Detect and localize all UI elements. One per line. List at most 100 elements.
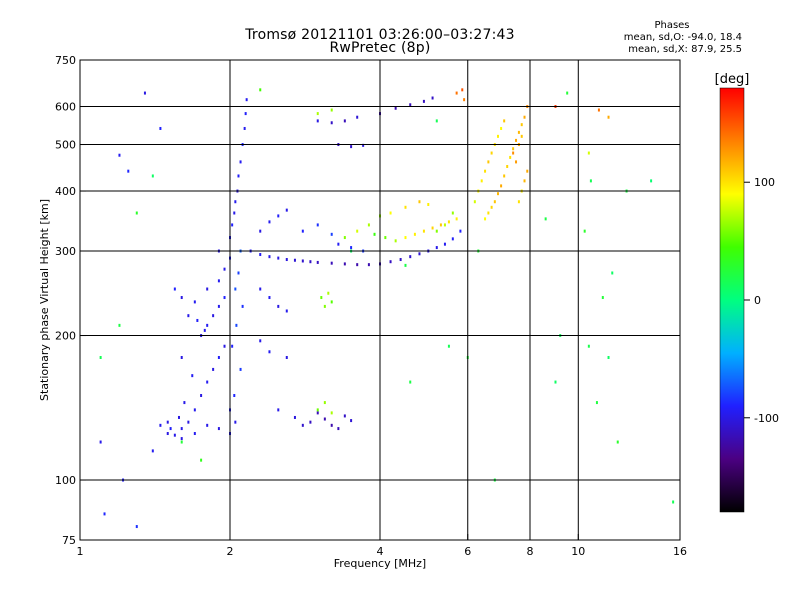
data-point bbox=[544, 217, 547, 221]
data-point bbox=[118, 153, 121, 157]
data-point bbox=[203, 328, 206, 332]
data-point bbox=[200, 458, 203, 462]
data-point bbox=[217, 427, 220, 431]
x-tick-label: 2 bbox=[227, 545, 234, 558]
data-point bbox=[99, 355, 102, 359]
data-point bbox=[277, 304, 280, 308]
data-point bbox=[451, 211, 454, 215]
data-point bbox=[166, 432, 169, 436]
data-point bbox=[301, 259, 304, 263]
data-point bbox=[384, 236, 387, 240]
data-point bbox=[99, 440, 102, 444]
data-point bbox=[350, 419, 353, 423]
data-point bbox=[316, 112, 319, 116]
data-point bbox=[480, 179, 483, 183]
data-point bbox=[520, 134, 523, 138]
data-point bbox=[193, 432, 196, 436]
data-point bbox=[103, 512, 106, 516]
data-point bbox=[523, 179, 526, 183]
data-point bbox=[362, 143, 365, 147]
data-point bbox=[435, 246, 438, 250]
data-point bbox=[183, 401, 186, 405]
data-point bbox=[193, 300, 196, 304]
data-point bbox=[484, 169, 487, 173]
data-point bbox=[234, 420, 237, 424]
y-tick-label: 100 bbox=[55, 474, 76, 487]
data-point bbox=[422, 99, 425, 103]
data-point bbox=[330, 232, 333, 236]
data-point bbox=[587, 344, 590, 348]
colorbar-tick-label: -100 bbox=[754, 412, 779, 425]
data-point bbox=[554, 380, 557, 384]
data-point bbox=[135, 525, 138, 529]
data-point bbox=[259, 88, 262, 92]
data-point bbox=[143, 91, 146, 95]
data-point bbox=[173, 287, 176, 291]
data-point bbox=[234, 287, 237, 291]
y-tick-label: 75 bbox=[62, 534, 76, 547]
x-axis-label: Frequency [MHz] bbox=[334, 557, 426, 570]
data-point bbox=[239, 367, 242, 371]
x-axis-ticks: 1 2 4 6 8 10 16 bbox=[77, 534, 687, 558]
data-point bbox=[166, 420, 169, 424]
data-point bbox=[237, 174, 240, 178]
data-point bbox=[672, 500, 675, 504]
data-point bbox=[350, 145, 353, 149]
y-tick-label: 200 bbox=[55, 330, 76, 343]
data-point bbox=[399, 258, 402, 262]
data-point bbox=[330, 300, 333, 304]
data-point bbox=[223, 267, 226, 271]
data-point bbox=[231, 223, 234, 227]
y-tick-label: 500 bbox=[55, 139, 76, 152]
data-point bbox=[611, 271, 614, 275]
data-point bbox=[523, 115, 526, 119]
data-point bbox=[301, 423, 304, 427]
data-point bbox=[517, 130, 520, 134]
data-point bbox=[285, 208, 288, 212]
data-point bbox=[293, 415, 296, 419]
data-point bbox=[196, 318, 199, 322]
data-point bbox=[206, 287, 209, 291]
data-point bbox=[241, 304, 244, 308]
data-point bbox=[231, 344, 234, 348]
data-point bbox=[520, 123, 523, 127]
data-point bbox=[245, 98, 248, 102]
data-point bbox=[323, 304, 326, 308]
data-point bbox=[506, 164, 509, 168]
data-point bbox=[356, 229, 359, 233]
data-point bbox=[463, 98, 466, 102]
data-point bbox=[343, 119, 346, 123]
data-point bbox=[443, 223, 446, 227]
y-axis-ticks: 75 100 200 300 400 500 600 750 bbox=[55, 54, 86, 547]
data-point bbox=[277, 214, 280, 218]
y-tick-label: 300 bbox=[55, 245, 76, 258]
data-point bbox=[583, 229, 586, 233]
data-point bbox=[212, 367, 215, 371]
data-point bbox=[191, 374, 194, 378]
data-point bbox=[233, 211, 236, 215]
data-point bbox=[259, 339, 262, 343]
colorbar-tick-label: 100 bbox=[754, 176, 775, 189]
data-point bbox=[443, 242, 446, 246]
data-point bbox=[235, 323, 238, 327]
data-point bbox=[500, 184, 503, 188]
data-point bbox=[323, 417, 326, 421]
data-point bbox=[223, 296, 226, 300]
data-point bbox=[243, 126, 246, 130]
data-point bbox=[343, 414, 346, 418]
data-point bbox=[330, 121, 333, 125]
data-point bbox=[151, 174, 154, 178]
data-point bbox=[244, 112, 247, 116]
data-point bbox=[301, 229, 304, 233]
data-point bbox=[193, 408, 196, 412]
data-point bbox=[212, 314, 215, 318]
data-point bbox=[431, 96, 434, 100]
data-point bbox=[517, 200, 520, 204]
y-tick-label: 400 bbox=[55, 185, 76, 198]
data-point bbox=[439, 223, 442, 227]
y-tick-label: 600 bbox=[55, 101, 76, 114]
data-point bbox=[650, 179, 653, 183]
data-point bbox=[431, 226, 434, 230]
data-point bbox=[404, 236, 407, 240]
data-point bbox=[350, 246, 353, 250]
